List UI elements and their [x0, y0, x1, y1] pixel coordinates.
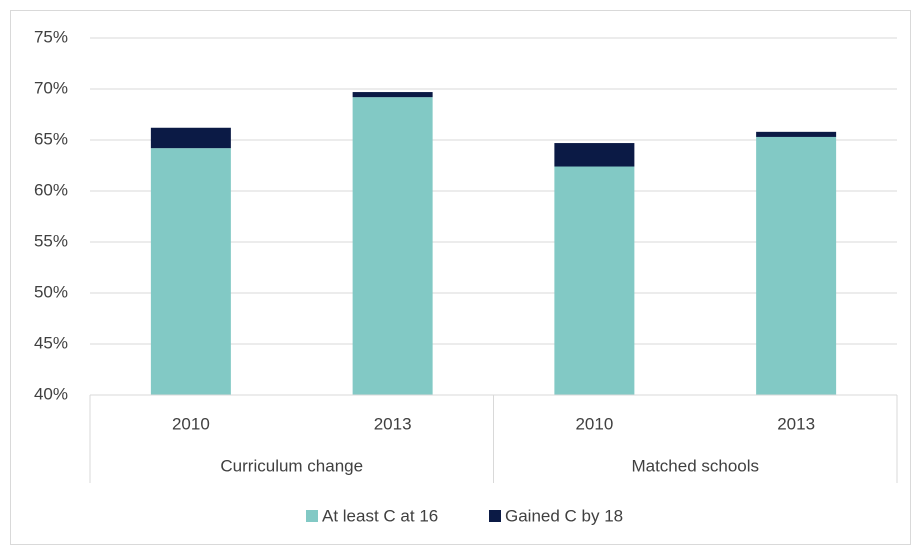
y-tick-label: 45%: [34, 333, 68, 352]
x-tick-label: 2010: [575, 414, 613, 433]
y-tick-label: 75%: [34, 27, 68, 46]
y-tick-label: 55%: [34, 231, 68, 250]
bar-segment: [352, 92, 433, 98]
y-tick-label: 60%: [34, 180, 68, 199]
y-tick-label: 50%: [34, 282, 68, 301]
legend-label: At least C at 16: [322, 506, 438, 525]
legend-swatch: [489, 510, 501, 522]
group-label: Curriculum change: [220, 456, 363, 475]
group-label: Matched schools: [631, 456, 759, 475]
legend-swatch: [306, 510, 318, 522]
y-tick-label: 65%: [34, 129, 68, 148]
y-tick-label: 70%: [34, 78, 68, 97]
x-tick-label: 2010: [172, 414, 210, 433]
x-tick-label: 2013: [777, 414, 815, 433]
x-tick-label: 2013: [374, 414, 412, 433]
y-tick-label: 40%: [34, 384, 68, 403]
bar-segment: [756, 131, 837, 137]
bar-segment: [150, 148, 231, 395]
bar-segment: [554, 143, 635, 167]
bar-segment: [150, 127, 231, 149]
legend-label: Gained C by 18: [505, 506, 623, 525]
bar-segment: [756, 136, 837, 395]
bar-segment: [352, 97, 433, 395]
bar-segment: [554, 166, 635, 395]
